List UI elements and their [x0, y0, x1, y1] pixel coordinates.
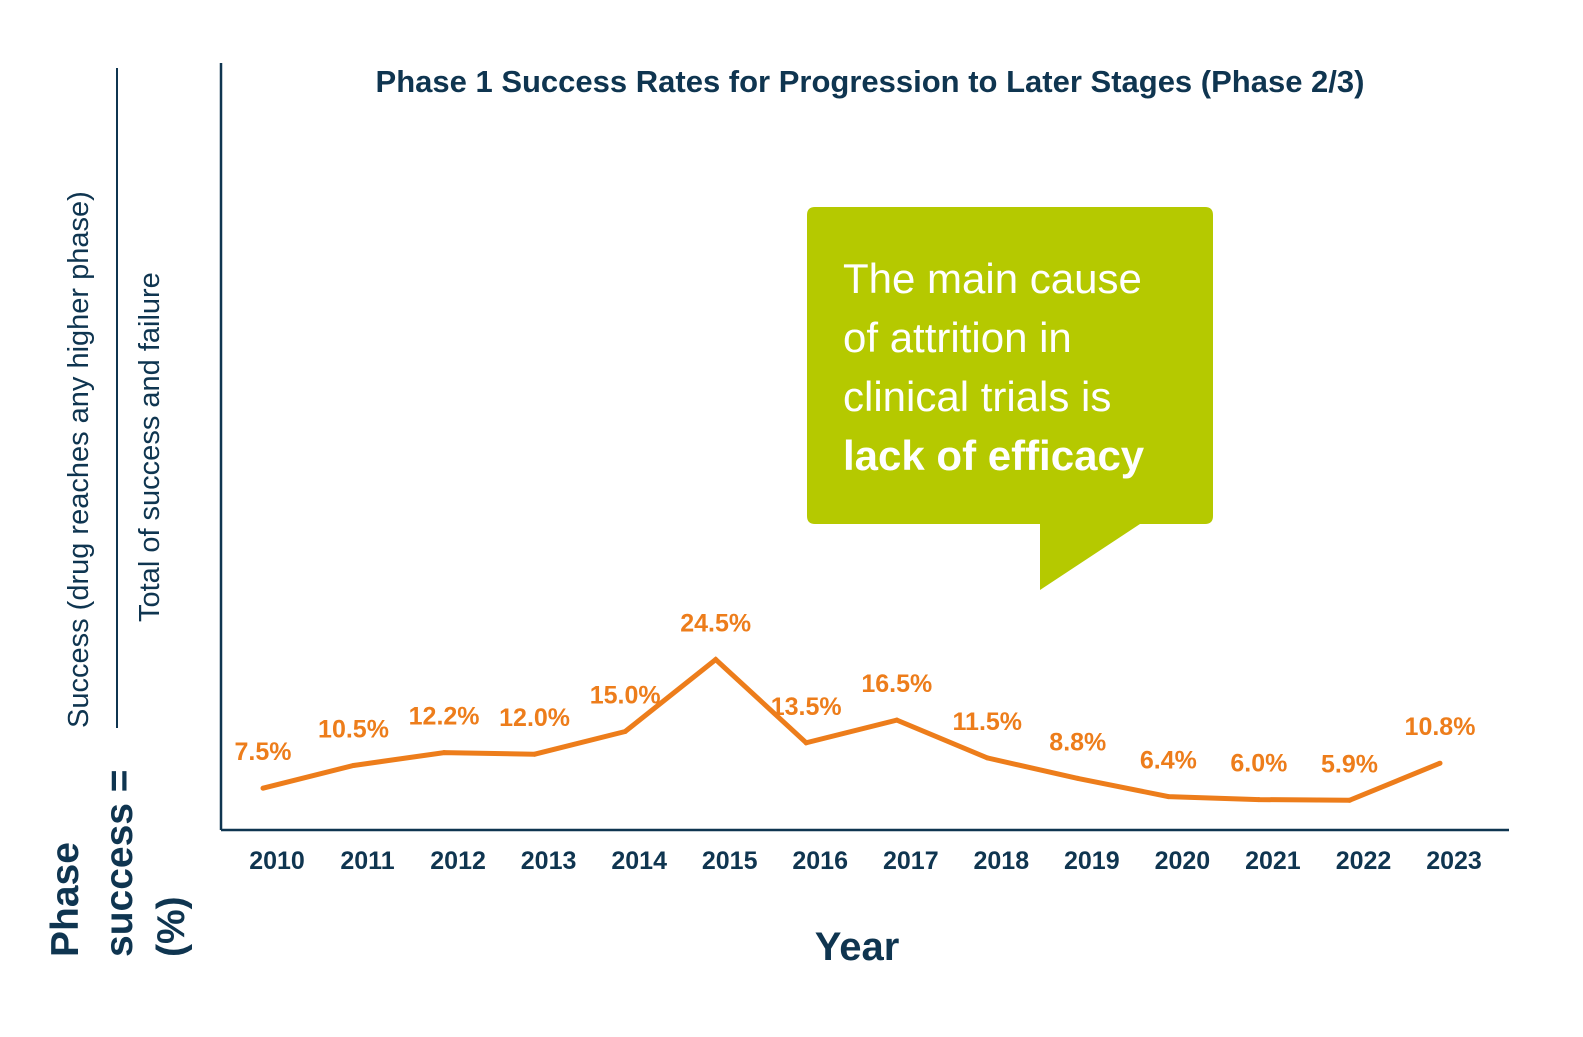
- x-tick-label-2020: 2020: [1155, 847, 1211, 875]
- x-tick-label-2012: 2012: [430, 847, 486, 875]
- data-point-2012: [441, 750, 447, 756]
- data-label-2016: 13.5%: [771, 693, 842, 721]
- data-point-2015: [713, 657, 719, 662]
- data-label-2017: 16.5%: [861, 670, 932, 698]
- data-point-2021: [1256, 797, 1262, 803]
- x-tick-label-2022: 2022: [1336, 847, 1392, 875]
- data-label-2019: 8.8%: [1049, 728, 1106, 756]
- y-axis-fraction-numerator: Success (drug reaches any higher phase): [63, 191, 95, 728]
- data-label-2018: 11.5%: [953, 708, 1023, 736]
- callout-emphasis: lack of efficacy: [843, 432, 1145, 479]
- data-point-2016: [803, 740, 809, 746]
- x-tick-label-2015: 2015: [702, 847, 758, 875]
- y-axis-fraction-denominator: Total of success and failure: [134, 272, 166, 622]
- data-point-2017: [894, 717, 900, 723]
- data-label-2023: 10.8%: [1405, 713, 1476, 741]
- callout-line-1: The main cause: [843, 255, 1142, 302]
- data-label-2014: 15.0%: [590, 682, 661, 710]
- x-tick-labels: 2010 2011 2012 2013 2014 2015 2016 2017 2018 2019…: [249, 847, 1482, 875]
- data-label-2020: 6.4%: [1140, 747, 1197, 775]
- data-label-2012: 12.2%: [409, 703, 480, 731]
- x-tick-label-2019: 2019: [1064, 847, 1120, 875]
- x-tick-label-2018: 2018: [973, 847, 1029, 875]
- x-tick-label-2016: 2016: [792, 847, 848, 875]
- data-labels: 7.5% 10.5% 12.2% 12.0% 15.0% 24.5% 13.5% 16.5% 1…: [235, 610, 1476, 779]
- chart-title: Phase 1 Success Rates for Progression to…: [376, 64, 1365, 99]
- x-tick-label-2017: 2017: [883, 847, 939, 875]
- x-axis-label: Year: [815, 925, 900, 969]
- x-tick-label-2010: 2010: [249, 847, 305, 875]
- data-label-2021: 6.0%: [1230, 750, 1287, 778]
- data-label-2022: 5.9%: [1321, 750, 1378, 778]
- data-label-2011: 10.5%: [318, 716, 389, 744]
- data-point-2023: [1437, 760, 1443, 766]
- data-point-2019: [1075, 775, 1081, 781]
- data-point-2022: [1347, 797, 1352, 803]
- x-tick-label-2021: 2021: [1245, 847, 1301, 875]
- data-label-2013: 12.0%: [499, 704, 570, 732]
- callout-line-2: of attrition in: [843, 314, 1072, 361]
- callout-line-3: clinical trials is: [843, 373, 1111, 420]
- data-point-2011: [351, 763, 356, 768]
- data-label-2015: 24.5%: [680, 610, 751, 638]
- x-tick-label-2023: 2023: [1426, 847, 1482, 875]
- series-line: [262, 656, 1441, 803]
- x-tick-label-2014: 2014: [611, 847, 667, 875]
- data-point-2014: [622, 729, 628, 734]
- x-tick-label-2013: 2013: [521, 847, 577, 875]
- data-label-2010: 7.5%: [235, 738, 292, 766]
- y-axis-label-phase: Phase: [44, 842, 87, 957]
- annotation-callout: The main cause of attrition in clinical …: [807, 207, 1213, 590]
- y-axis-label-percent: (%): [150, 896, 193, 957]
- data-point-2020: [1165, 794, 1171, 800]
- callout-bubble: [807, 207, 1213, 590]
- data-point-2013: [532, 751, 538, 757]
- y-axis-label-success: success =: [98, 769, 141, 957]
- data-point-2018: [984, 755, 990, 761]
- series-group: [260, 656, 1443, 803]
- data-point-2010: [260, 785, 266, 791]
- x-tick-label-2011: 2011: [340, 847, 394, 875]
